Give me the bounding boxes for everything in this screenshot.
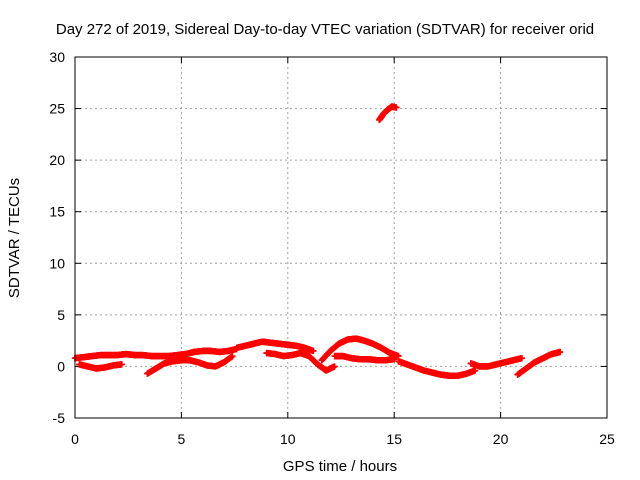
data-point xyxy=(310,347,317,355)
x-tick-label: 10 xyxy=(280,431,296,447)
data-point xyxy=(118,361,126,368)
y-tick-label: 25 xyxy=(49,101,65,117)
data-point xyxy=(556,348,564,356)
data-point xyxy=(393,104,400,111)
y-tick-label: -5 xyxy=(53,410,66,426)
x-tick-label: 20 xyxy=(493,431,509,447)
series-arc-c xyxy=(144,352,236,377)
y-tick-label: 15 xyxy=(49,204,65,220)
data-point xyxy=(229,352,236,360)
y-tick-label: 30 xyxy=(49,49,65,65)
grid-lines xyxy=(75,57,607,418)
series-arc-a xyxy=(71,345,240,362)
y-axis-label: SDTVAR / TECUs xyxy=(6,178,23,298)
series-arc-i xyxy=(467,354,526,370)
x-tick-label: 25 xyxy=(599,431,615,447)
series-arc-h xyxy=(395,358,479,379)
y-tick-label: 10 xyxy=(49,255,65,271)
data-points xyxy=(71,103,564,379)
data-point xyxy=(518,354,526,362)
data-point xyxy=(331,363,338,370)
plot-frame xyxy=(74,56,608,419)
data-point xyxy=(471,367,479,374)
series-arc-f xyxy=(318,335,402,364)
series-arc-e xyxy=(263,349,338,374)
series-arc-b xyxy=(76,361,126,372)
x-tick-label: 0 xyxy=(71,431,79,447)
y-tick-label: 0 xyxy=(57,358,65,374)
x-axis-label: GPS time / hours xyxy=(283,458,397,475)
series-arc-k xyxy=(376,103,400,124)
series-arc-j xyxy=(514,348,564,378)
chart-title: Day 272 of 2019, Sidereal Day-to-day VTE… xyxy=(56,21,594,38)
x-tick-label: 5 xyxy=(178,431,186,447)
data-point xyxy=(391,356,398,363)
x-tick-label: 15 xyxy=(386,431,402,447)
y-tick-label: 5 xyxy=(57,307,65,323)
y-tick-label: 20 xyxy=(49,152,65,168)
series-arc-d xyxy=(233,338,317,355)
series-arc-g xyxy=(331,352,398,364)
